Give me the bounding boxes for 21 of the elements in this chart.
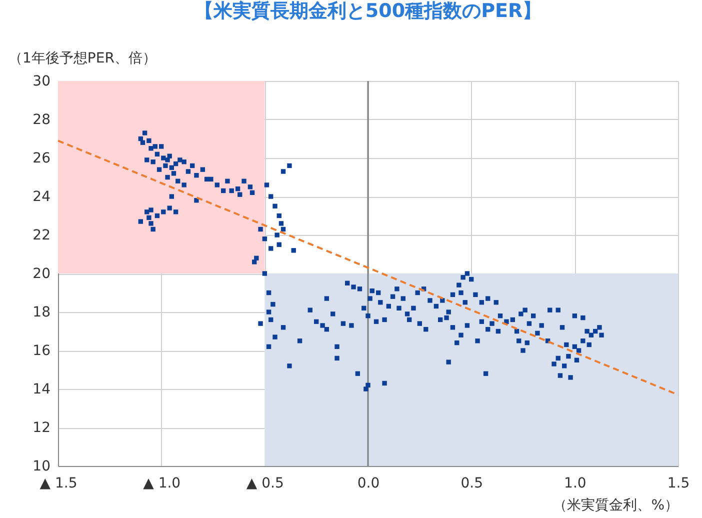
y-tick-label: 30 [32,74,50,90]
x-tick-label: ▲ 1.5 [40,476,78,492]
x-tick-label: 0.5 [460,476,483,492]
chart-title: 【米実質長期金利と500種指数のPER】 [194,0,542,22]
x-tick-label: ▲ 1.0 [143,476,181,492]
x-tick-label: 1.0 [564,476,586,492]
x-tick-label: 0.0 [357,476,380,492]
x-tick-label: ▲ 0.5 [246,476,284,492]
y-tick-label: 28 [32,112,50,128]
y-tick-label: 14 [32,382,51,398]
y-tick-label: 12 [32,420,50,436]
y-tick-label: 26 [32,150,51,166]
y-tick-label: 24 [32,189,51,205]
y-axis-title: （1年後予想PER、倍） [8,50,156,66]
y-tick-label: 16 [32,343,51,359]
y-tick-label: 22 [32,228,50,244]
y-tick-label: 10 [32,458,50,474]
x-tick-label: 1.5 [667,476,690,492]
y-tick-label: 18 [32,304,50,320]
y-tick-label: 20 [32,266,50,282]
x-axis-title: （米実質金利、%） [553,498,678,514]
